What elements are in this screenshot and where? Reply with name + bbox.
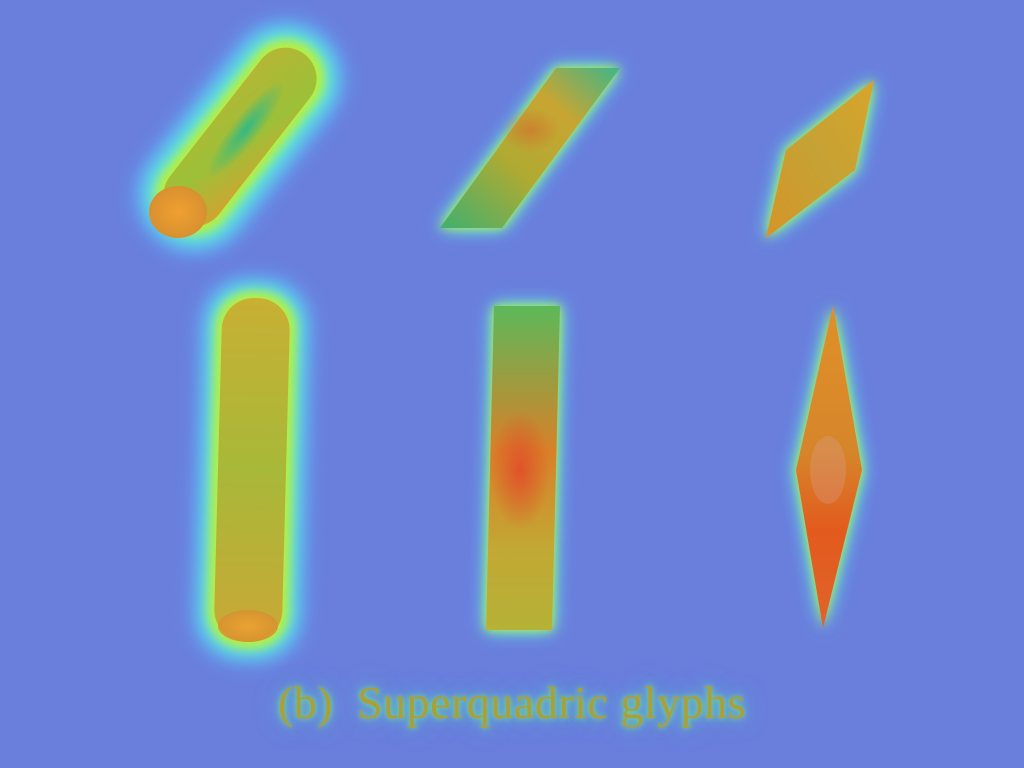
glyph-diamond-vertical — [796, 306, 862, 628]
glyph-cylinder-tilted — [136, 20, 344, 254]
caption-title: Superquadric glyphs — [357, 677, 747, 728]
glyph-diamond-tilted — [766, 80, 874, 238]
caption-label: (b) — [277, 677, 334, 728]
glyph-cylinder-vertical — [194, 277, 310, 663]
glyph-box-tilted — [440, 68, 620, 228]
glyph-box-vertical — [486, 306, 560, 630]
figure-caption: (b) Superquadric glyphs — [0, 676, 1024, 729]
